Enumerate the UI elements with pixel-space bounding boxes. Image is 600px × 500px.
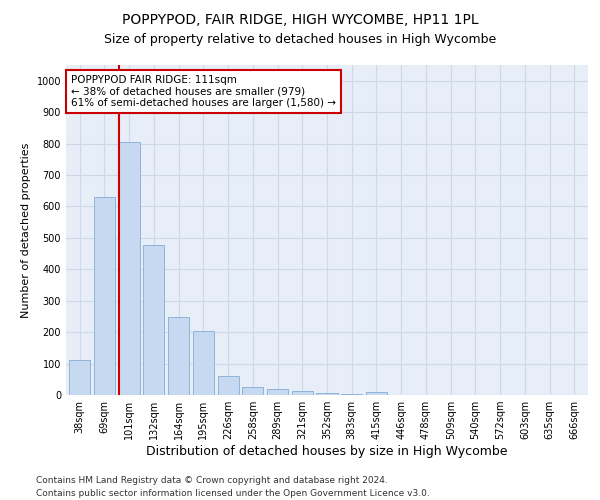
Bar [366,392,387,395]
Bar [193,330,214,395]
Text: Contains public sector information licensed under the Open Government Licence v3: Contains public sector information licen… [36,488,430,498]
Bar [267,390,288,395]
Bar [94,197,115,395]
X-axis label: Distribution of detached houses by size in High Wycombe: Distribution of detached houses by size … [146,445,508,458]
Bar [341,394,362,395]
Bar [292,391,313,395]
Bar [242,387,263,395]
Bar [143,245,164,395]
Bar [119,142,140,395]
Bar [168,317,189,395]
Y-axis label: Number of detached properties: Number of detached properties [21,142,31,318]
Text: Size of property relative to detached houses in High Wycombe: Size of property relative to detached ho… [104,32,496,46]
Text: POPPYPOD FAIR RIDGE: 111sqm
← 38% of detached houses are smaller (979)
61% of se: POPPYPOD FAIR RIDGE: 111sqm ← 38% of det… [71,75,336,108]
Text: POPPYPOD, FAIR RIDGE, HIGH WYCOMBE, HP11 1PL: POPPYPOD, FAIR RIDGE, HIGH WYCOMBE, HP11… [122,12,478,26]
Text: Contains HM Land Registry data © Crown copyright and database right 2024.: Contains HM Land Registry data © Crown c… [36,476,388,485]
Bar [218,376,239,395]
Bar [69,360,90,395]
Bar [316,394,338,395]
